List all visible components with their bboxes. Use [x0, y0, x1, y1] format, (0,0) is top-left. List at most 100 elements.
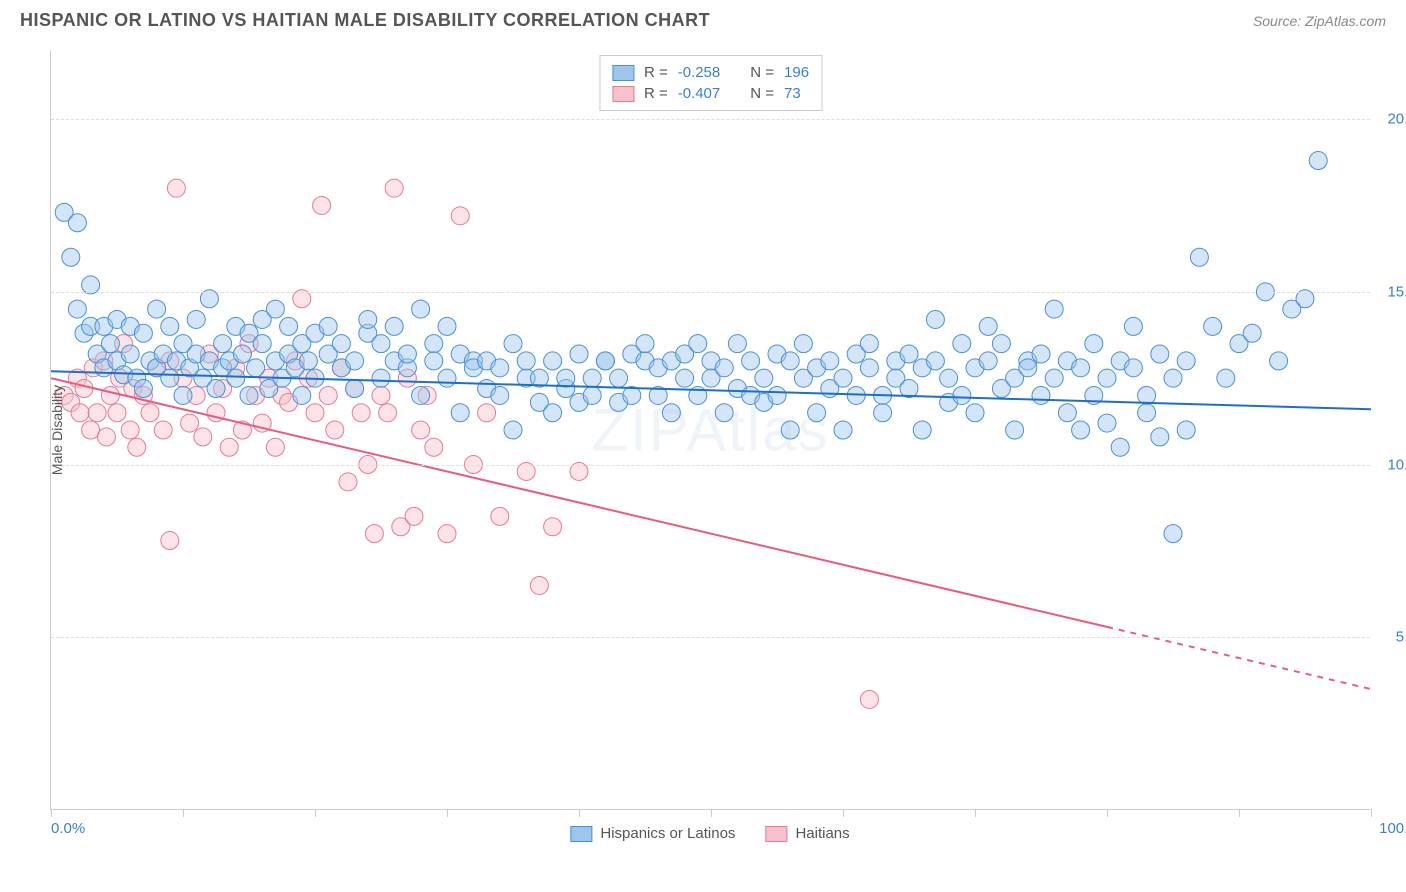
data-point [1177, 352, 1195, 370]
data-point [953, 335, 971, 353]
y-tick-label: 10.0% [1387, 456, 1406, 473]
n-label: N = [750, 85, 774, 102]
data-point [860, 359, 878, 377]
data-point [583, 386, 601, 404]
data-point [874, 404, 892, 422]
n-value-hispanic: 196 [784, 64, 809, 81]
data-point [570, 345, 588, 363]
data-point [491, 507, 509, 525]
data-point [227, 369, 245, 387]
data-point [339, 473, 357, 491]
data-point [1072, 421, 1090, 439]
data-point [207, 380, 225, 398]
data-point [247, 359, 265, 377]
r-value-hispanic: -0.258 [678, 64, 721, 81]
data-point [161, 317, 179, 335]
data-point [715, 359, 733, 377]
data-point [451, 207, 469, 225]
data-point [1032, 386, 1050, 404]
data-point [372, 335, 390, 353]
data-point [834, 369, 852, 387]
data-point [1006, 421, 1024, 439]
gridline [51, 119, 1370, 120]
data-point [194, 428, 212, 446]
data-point [372, 369, 390, 387]
data-point [1124, 359, 1142, 377]
data-point [1124, 317, 1142, 335]
data-point [101, 386, 119, 404]
x-axis-min: 0.0% [51, 820, 85, 837]
data-point [676, 369, 694, 387]
trend-line [51, 378, 1107, 627]
data-point [1177, 421, 1195, 439]
data-point [141, 404, 159, 422]
data-point [913, 421, 931, 439]
data-point [1019, 359, 1037, 377]
data-point [1164, 525, 1182, 543]
data-point [299, 352, 317, 370]
data-point [412, 386, 430, 404]
x-axis-max: 100.0% [1379, 820, 1406, 837]
stats-row-hispanic: R = -0.258 N = 196 [612, 62, 809, 83]
n-value-haitian: 73 [784, 85, 801, 102]
data-point [742, 352, 760, 370]
y-tick-label: 5.0% [1396, 629, 1406, 646]
data-point [715, 404, 733, 422]
data-point [781, 421, 799, 439]
gridline [51, 292, 1370, 293]
data-point [544, 352, 562, 370]
data-point [1151, 345, 1169, 363]
data-point [385, 317, 403, 335]
data-point [134, 380, 152, 398]
data-point [425, 438, 443, 456]
data-point [1217, 369, 1235, 387]
data-point [530, 576, 548, 594]
data-point [121, 421, 139, 439]
data-point [1045, 300, 1063, 318]
data-point [101, 335, 119, 353]
data-point [332, 335, 350, 353]
swatch-haitian-bottom [765, 826, 787, 842]
legend-item-hispanic: Hispanics or Latinos [570, 825, 735, 842]
x-tick [579, 809, 580, 817]
x-tick [183, 809, 184, 817]
data-point [438, 369, 456, 387]
data-point [636, 335, 654, 353]
swatch-hispanic-bottom [570, 826, 592, 842]
swatch-hispanic [612, 65, 634, 81]
data-point [75, 380, 93, 398]
data-point [834, 421, 852, 439]
plot-container: ZIPAtlas R = -0.258 N = 196 R = -0.407 N… [50, 50, 1370, 810]
data-point [755, 369, 773, 387]
data-point [728, 335, 746, 353]
data-point [346, 380, 364, 398]
data-point [372, 386, 390, 404]
y-axis-label: Male Disability [49, 385, 65, 475]
data-point [781, 352, 799, 370]
data-point [662, 404, 680, 422]
gridline [51, 465, 1370, 466]
data-point [900, 345, 918, 363]
data-point [398, 345, 416, 363]
data-point [412, 421, 430, 439]
data-point [240, 386, 258, 404]
stats-row-haitian: R = -0.407 N = 73 [612, 83, 809, 104]
data-point [979, 317, 997, 335]
data-point [1111, 438, 1129, 456]
legend-label-haitian: Haitians [795, 825, 849, 842]
data-point [926, 310, 944, 328]
data-point [319, 317, 337, 335]
data-point [214, 335, 232, 353]
data-point [1164, 369, 1182, 387]
data-point [68, 300, 86, 318]
data-point [134, 324, 152, 342]
data-point [161, 369, 179, 387]
plot-area: ZIPAtlas R = -0.258 N = 196 R = -0.407 N… [50, 50, 1370, 810]
data-point [926, 352, 944, 370]
data-point [187, 310, 205, 328]
data-point [167, 179, 185, 197]
data-point [768, 386, 786, 404]
data-point [359, 310, 377, 328]
gridline [51, 637, 1370, 638]
data-point [97, 428, 115, 446]
